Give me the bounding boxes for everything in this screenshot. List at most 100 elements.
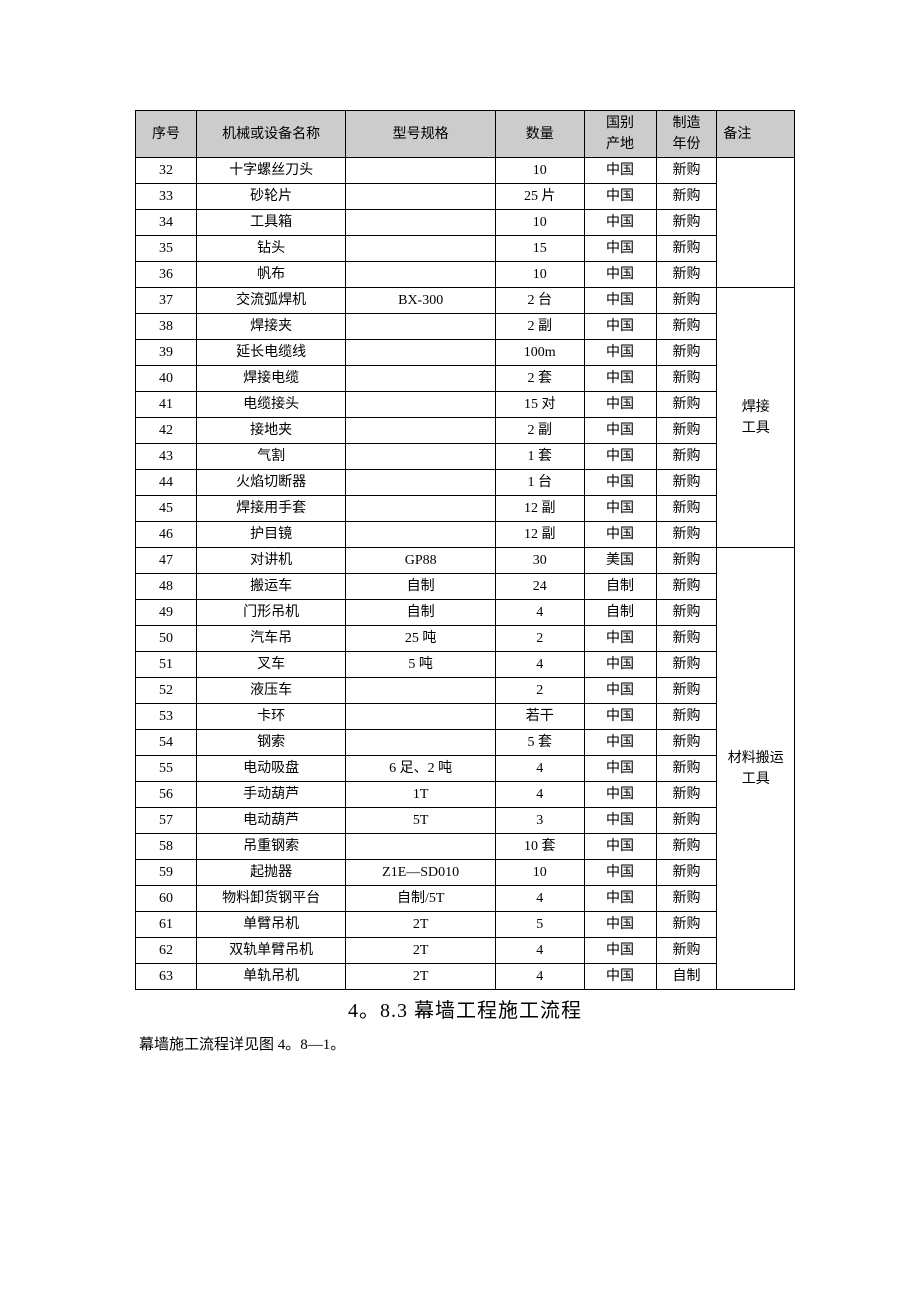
cell-spec (346, 704, 496, 730)
cell-year: 新购 (656, 756, 717, 782)
cell-year: 新购 (656, 210, 717, 236)
table-row: 39延长电缆线100m中国新购 (136, 340, 795, 366)
table-row: 38焊接夹2 副中国新购 (136, 314, 795, 340)
cell-year: 新购 (656, 782, 717, 808)
cell-seq: 33 (136, 184, 197, 210)
cell-year: 新购 (656, 808, 717, 834)
col-qty-header: 数量 (495, 111, 584, 158)
cell-qty: 1 套 (495, 444, 584, 470)
cell-year: 新购 (656, 834, 717, 860)
cell-spec: 2T (346, 938, 496, 964)
cell-year: 新购 (656, 470, 717, 496)
cell-year: 新购 (656, 548, 717, 574)
cell-year: 新购 (656, 158, 717, 184)
cell-qty: 10 (495, 210, 584, 236)
cell-seq: 53 (136, 704, 197, 730)
cell-origin: 自制 (584, 574, 656, 600)
cell-origin: 中国 (584, 366, 656, 392)
cell-qty: 4 (495, 938, 584, 964)
table-row: 36帆布10中国新购 (136, 262, 795, 288)
cell-year: 新购 (656, 262, 717, 288)
table-row: 63单轨吊机2T4中国自制 (136, 964, 795, 990)
table-row: 53卡环若干中国新购 (136, 704, 795, 730)
cell-origin: 中国 (584, 158, 656, 184)
cell-name: 手动葫芦 (196, 782, 346, 808)
cell-year: 新购 (656, 912, 717, 938)
cell-qty: 2 台 (495, 288, 584, 314)
cell-spec (346, 730, 496, 756)
cell-seq: 55 (136, 756, 197, 782)
table-row: 59起抛器Z1E—SD01010中国新购 (136, 860, 795, 886)
table-row: 56手动葫芦1T4中国新购 (136, 782, 795, 808)
table-row: 46护目镜12 副中国新购 (136, 522, 795, 548)
col-year-header: 制造 年份 (656, 111, 717, 158)
cell-origin: 中国 (584, 834, 656, 860)
cell-name: 砂轮片 (196, 184, 346, 210)
cell-spec (346, 262, 496, 288)
table-row: 32十字螺丝刀头10中国新购 (136, 158, 795, 184)
table-row: 61单臂吊机2T5中国新购 (136, 912, 795, 938)
table-row: 42接地夹2 副中国新购 (136, 418, 795, 444)
cell-name: 汽车吊 (196, 626, 346, 652)
table-row: 45焊接用手套12 副中国新购 (136, 496, 795, 522)
cell-qty: 1 台 (495, 470, 584, 496)
cell-origin: 中国 (584, 782, 656, 808)
cell-name: 电动吸盘 (196, 756, 346, 782)
cell-year: 新购 (656, 288, 717, 314)
cell-seq: 51 (136, 652, 197, 678)
cell-qty: 12 副 (495, 522, 584, 548)
cell-name: 单臂吊机 (196, 912, 346, 938)
cell-seq: 52 (136, 678, 197, 704)
cell-origin: 中国 (584, 392, 656, 418)
equipment-table: 序号 机械或设备名称 型号规格 数量 国别 产地 制造 年份 备注 32十字螺丝… (135, 110, 795, 990)
cell-qty: 24 (495, 574, 584, 600)
cell-qty: 2 套 (495, 366, 584, 392)
cell-seq: 47 (136, 548, 197, 574)
cell-qty: 3 (495, 808, 584, 834)
cell-name: 钻头 (196, 236, 346, 262)
cell-spec: 自制/5T (346, 886, 496, 912)
cell-origin: 中国 (584, 652, 656, 678)
cell-year: 新购 (656, 184, 717, 210)
cell-spec: 自制 (346, 600, 496, 626)
cell-seq: 46 (136, 522, 197, 548)
cell-seq: 32 (136, 158, 197, 184)
cell-origin: 中国 (584, 626, 656, 652)
cell-spec (346, 834, 496, 860)
cell-spec (346, 392, 496, 418)
cell-qty: 2 副 (495, 418, 584, 444)
cell-qty: 2 副 (495, 314, 584, 340)
cell-name: 接地夹 (196, 418, 346, 444)
cell-spec: Z1E—SD010 (346, 860, 496, 886)
cell-seq: 39 (136, 340, 197, 366)
cell-seq: 56 (136, 782, 197, 808)
cell-year: 新购 (656, 626, 717, 652)
cell-name: 焊接用手套 (196, 496, 346, 522)
cell-spec (346, 470, 496, 496)
cell-name: 电动葫芦 (196, 808, 346, 834)
cell-name: 电缆接头 (196, 392, 346, 418)
cell-name: 吊重钢索 (196, 834, 346, 860)
cell-origin: 中国 (584, 756, 656, 782)
cell-seq: 60 (136, 886, 197, 912)
cell-spec: 5 吨 (346, 652, 496, 678)
table-row: 48搬运车自制24自制新购 (136, 574, 795, 600)
year-line1: 制造 (672, 116, 700, 131)
cell-seq: 38 (136, 314, 197, 340)
cell-origin: 中国 (584, 418, 656, 444)
section-title: 4。8.3 幕墙工程施工流程 (135, 994, 795, 1023)
table-body: 32十字螺丝刀头10中国新购33砂轮片25 片中国新购34工具箱10中国新购35… (136, 158, 795, 990)
cell-seq: 50 (136, 626, 197, 652)
cell-origin: 自制 (584, 600, 656, 626)
table-row: 49门形吊机自制4自制新购 (136, 600, 795, 626)
cell-seq: 34 (136, 210, 197, 236)
cell-qty: 15 (495, 236, 584, 262)
cell-origin: 中国 (584, 496, 656, 522)
cell-spec (346, 418, 496, 444)
cell-origin: 中国 (584, 860, 656, 886)
cell-qty: 4 (495, 886, 584, 912)
cell-year: 新购 (656, 366, 717, 392)
cell-origin: 中国 (584, 444, 656, 470)
cell-name: 焊接夹 (196, 314, 346, 340)
section-body-text: 幕墙施工流程详见图 4。8—1。 (139, 1033, 795, 1054)
